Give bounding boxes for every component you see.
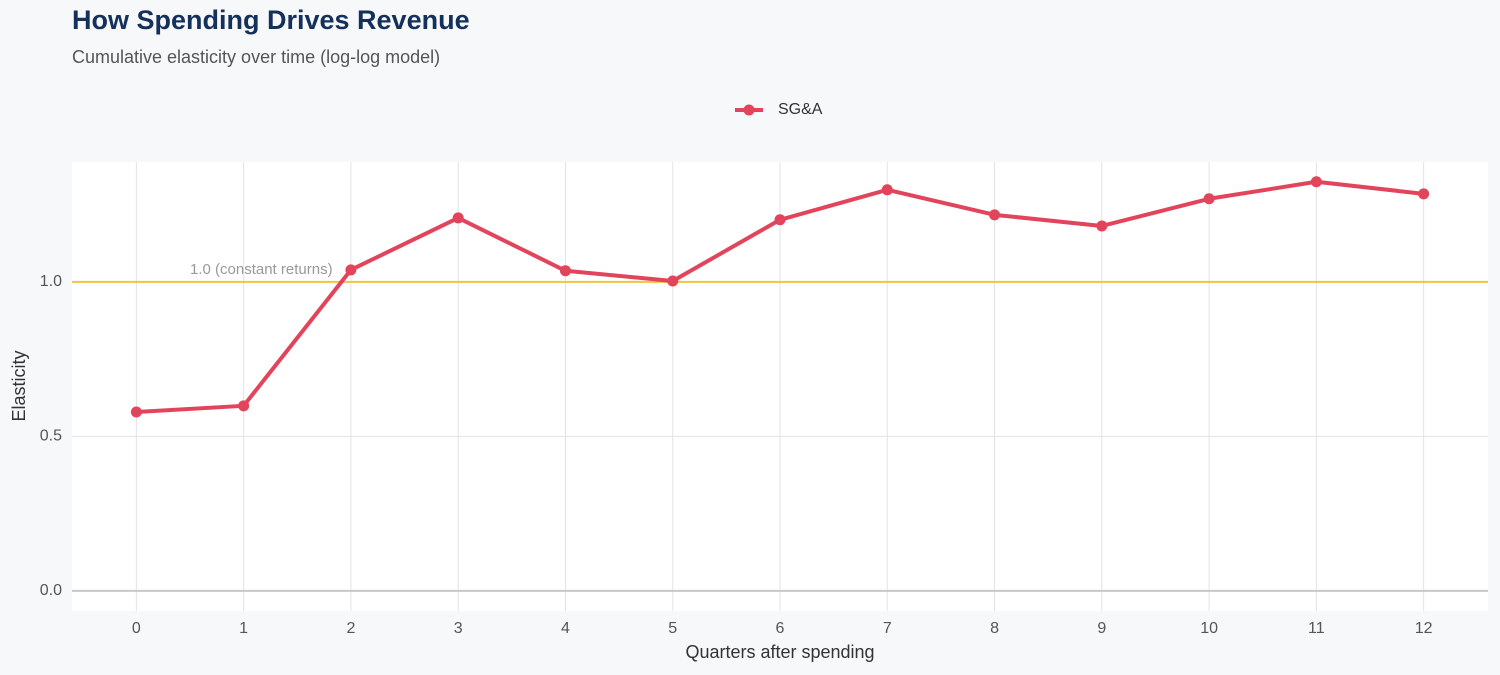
data-point — [1310, 176, 1322, 188]
data-point — [452, 212, 464, 224]
x-tick-label: 10 — [1200, 620, 1218, 637]
data-point — [1096, 220, 1108, 232]
y-tick-label: 0.5 — [40, 428, 62, 445]
data-point — [1203, 193, 1215, 205]
x-tick-label: 0 — [132, 620, 141, 637]
chart-subtitle: Cumulative elasticity over time (log-log… — [72, 47, 440, 67]
x-tick-label: 5 — [668, 620, 677, 637]
data-point — [345, 264, 357, 276]
x-tick-label: 11 — [1308, 620, 1325, 637]
x-tick-label: 4 — [561, 620, 570, 637]
reference-label: 1.0 (constant returns) — [190, 261, 333, 278]
x-tick-label: 12 — [1415, 620, 1433, 637]
y-tick-label: 0.0 — [40, 582, 62, 599]
data-point — [1418, 188, 1430, 200]
data-point — [881, 184, 893, 196]
y-tick-label: 1.0 — [40, 273, 62, 290]
data-point — [989, 209, 1001, 221]
data-point — [559, 265, 571, 277]
legend-label: SG&A — [778, 101, 823, 118]
x-axis-title: Quarters after spending — [685, 642, 874, 662]
x-tick-label: 8 — [990, 620, 999, 637]
x-tick-label: 2 — [346, 620, 355, 637]
data-point — [238, 400, 250, 412]
y-axis-title: Elasticity — [9, 350, 29, 421]
data-point — [130, 406, 142, 418]
data-point — [774, 214, 786, 226]
chart-title: How Spending Drives Revenue — [72, 5, 470, 35]
data-point — [667, 275, 679, 287]
x-tick-label: 1 — [239, 620, 248, 637]
x-tick-label: 6 — [776, 620, 785, 637]
legend-marker — [743, 104, 755, 116]
x-tick-label: 3 — [454, 620, 463, 637]
x-tick-label: 7 — [883, 620, 892, 637]
x-tick-label: 9 — [1097, 620, 1106, 637]
